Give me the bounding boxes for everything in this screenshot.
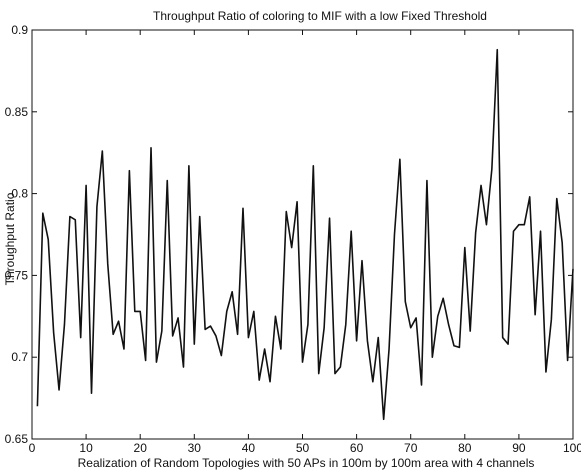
y-tick-label: 0.85 [5, 105, 29, 119]
y-tick-label: 0.9 [11, 23, 28, 37]
x-axis: 0 10 20 30 40 50 60 70 80 90 100 [29, 30, 581, 455]
x-tick-label: 10 [79, 441, 93, 455]
y-tick-label: 0.7 [11, 350, 28, 364]
x-tick-label: 20 [134, 441, 148, 455]
x-tick-label: 90 [512, 441, 526, 455]
x-tick-label: 30 [188, 441, 202, 455]
x-tick-label: 0 [29, 441, 36, 455]
x-tick-label: 100 [563, 441, 581, 455]
x-tick-label: 70 [404, 441, 418, 455]
series-line [36, 48, 574, 421]
x-tick-label: 60 [350, 441, 364, 455]
x-tick-label: 80 [458, 441, 472, 455]
y-axis-label: Throughput Ratio [3, 192, 17, 285]
y-tick-label: 0.65 [5, 432, 29, 446]
y-tick-label: 0.8 [11, 187, 28, 201]
chart-title: Throughput Ratio of coloring to MIF with… [153, 9, 487, 23]
y-tick-label: 0.75 [5, 268, 29, 282]
x-tick-label: 50 [296, 441, 310, 455]
plot-frame [31, 29, 574, 440]
series-layer [36, 48, 574, 421]
x-tick-label: 40 [242, 441, 256, 455]
y-axis: 0.65 0.7 0.75 0.8 0.85 0.9 [5, 23, 573, 446]
x-axis-label: Realization of Random Topologies with 50… [78, 456, 535, 470]
